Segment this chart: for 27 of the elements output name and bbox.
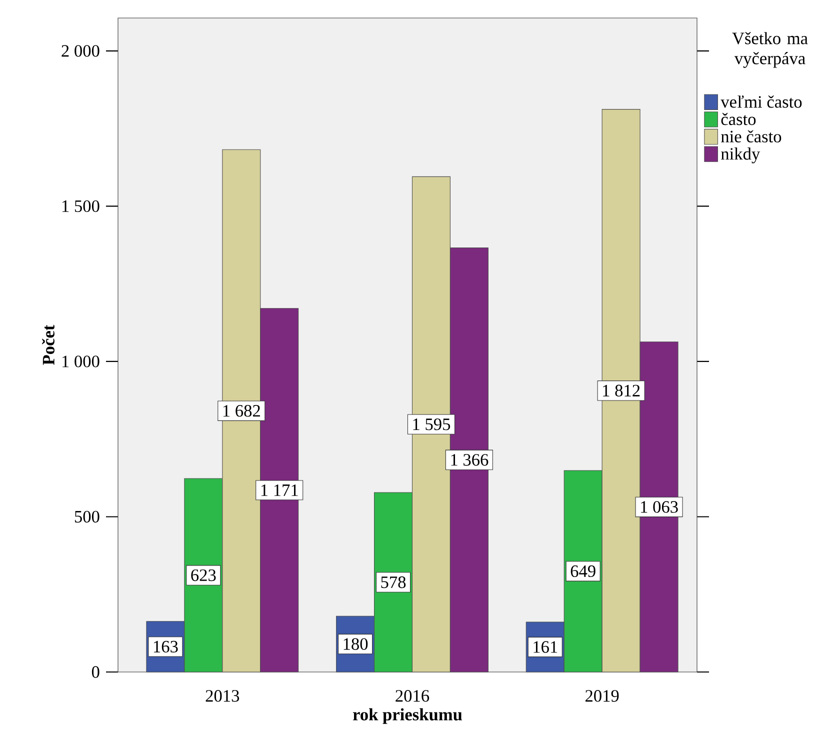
y-tick-label: 1 500 — [62, 200, 100, 212]
legend-title: Všetko ma vyčerpáva — [732, 32, 808, 68]
data-label: 1 812 — [603, 384, 640, 396]
data-label: 578 — [381, 576, 406, 588]
data-label: 161 — [534, 641, 558, 653]
x-axis-title: rok prieskumu — [352, 708, 462, 724]
x-tick-label: 2013 — [206, 690, 240, 702]
y-tick-label: 0 — [92, 666, 100, 678]
legend-label: často — [721, 112, 756, 126]
y-tick-label: 500 — [74, 510, 100, 523]
x-tick-label: 2019 — [586, 690, 619, 702]
data-label: 1 682 — [223, 404, 260, 417]
data-label: 623 — [191, 569, 216, 582]
data-label: 1 366 — [451, 454, 488, 466]
data-label: 180 — [344, 638, 368, 650]
y-tick-label: 2 000 — [62, 45, 100, 57]
data-label: 1 063 — [641, 501, 678, 513]
data-label: 1 171 — [261, 484, 298, 496]
y-axis-title: Počet — [42, 324, 54, 365]
data-label: 649 — [570, 565, 596, 578]
legend-label: veľmi často — [720, 96, 802, 108]
y-tick-label: 1 000 — [62, 356, 100, 368]
data-label: 1 595 — [413, 418, 450, 430]
data-label: 163 — [154, 640, 178, 653]
legend-label: nie často — [721, 130, 782, 142]
legend-label: nikdy — [721, 148, 760, 164]
x-tick-label: 2016 — [396, 690, 430, 702]
